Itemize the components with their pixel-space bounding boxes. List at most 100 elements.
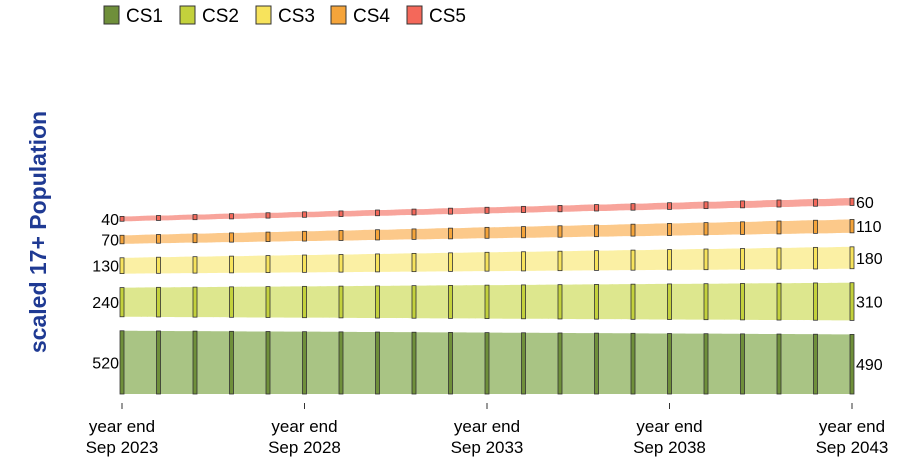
flow-cs3-2034-2035 — [525, 251, 558, 271]
flow-cs5-2023-2024 — [124, 215, 157, 222]
node-cs1-2038 — [667, 333, 672, 395]
flow-cs5-2035-2036 — [562, 204, 595, 212]
node-cs1-2041 — [776, 333, 782, 395]
node-cs4-2040 — [740, 221, 745, 235]
start-label-cs1: 520 — [92, 355, 119, 372]
flows-layer — [124, 198, 850, 394]
flow-cs2-2025-2026 — [197, 286, 230, 318]
flow-cs2-2028-2029 — [306, 286, 339, 318]
node-cs3-2038 — [667, 249, 672, 271]
node-cs3-2031 — [411, 252, 417, 273]
flow-cs4-2034-2035 — [525, 225, 558, 238]
flow-cs2-2037-2038 — [635, 283, 668, 320]
node-cs1-2033 — [484, 332, 490, 395]
node-cs2-2030 — [375, 285, 380, 319]
legend-label-cs5: CS5 — [429, 6, 466, 27]
flow-cs2-2024-2025 — [160, 287, 193, 318]
flow-cs4-2040-2041 — [744, 221, 777, 235]
flow-cs4-2041-2042 — [781, 220, 814, 234]
flow-cs3-2024-2025 — [160, 256, 193, 274]
flow-cs2-2039-2040 — [708, 283, 741, 320]
legend-item-cs4: CS4 — [330, 5, 390, 27]
node-cs4-2033 — [484, 226, 490, 239]
node-cs2-2025 — [192, 286, 198, 318]
flow-cs3-2037-2038 — [635, 249, 668, 271]
legend-item-cs3: CS3 — [255, 5, 315, 27]
flow-cs3-2028-2029 — [306, 254, 339, 273]
node-cs1-2039 — [703, 333, 709, 395]
node-cs3-2025 — [192, 256, 198, 274]
node-cs1-2032 — [448, 332, 453, 395]
flow-cs2-2038-2039 — [671, 283, 704, 320]
flow-cs4-2039-2040 — [708, 221, 741, 236]
node-cs2-2023 — [119, 287, 125, 318]
flow-cs2-2034-2035 — [525, 284, 558, 319]
flow-cs3-2033-2034 — [489, 251, 522, 272]
value-labels-layer: 520 490 240 310 130 180 70 110 40 60 — [92, 195, 883, 374]
node-cs2-2034 — [521, 284, 526, 320]
flow-cs3-2030-2031 — [379, 253, 412, 272]
node-cs5-2038 — [667, 202, 672, 210]
flow-cs4-2042-2043 — [817, 219, 850, 234]
flow-cs4-2029-2030 — [343, 229, 376, 241]
legend-swatch-cs5 — [406, 5, 423, 25]
node-cs3-2024 — [156, 256, 161, 274]
flow-cs2-2040-2041 — [744, 283, 777, 321]
node-cs3-2027 — [265, 255, 271, 274]
flow-cs5-2024-2025 — [160, 214, 193, 221]
flow-cs2-2035-2036 — [562, 284, 595, 320]
legend-label-cs2: CS2 — [202, 6, 239, 27]
node-cs5-2034 — [521, 205, 526, 213]
flow-cs1-2025-2026 — [197, 331, 230, 394]
flow-cs1-2037-2038 — [635, 333, 668, 394]
node-cs3-2032 — [448, 252, 453, 272]
node-cs5-2028 — [302, 211, 307, 218]
flow-cs4-2032-2033 — [452, 227, 485, 239]
flow-cs2-2026-2027 — [233, 286, 266, 318]
node-cs1-2025 — [192, 330, 198, 395]
flow-cs5-2039-2040 — [708, 200, 741, 209]
flow-cs2-2023-2024 — [124, 287, 157, 317]
node-cs1-2024 — [156, 330, 161, 395]
x-tick-label-4: year end Sep 2043 — [816, 417, 889, 457]
node-cs2-2028 — [302, 285, 307, 319]
node-cs5-2043 — [849, 197, 855, 206]
flow-cs5-2034-2035 — [525, 205, 558, 213]
node-cs5-2032 — [448, 207, 453, 215]
node-cs4-2034 — [521, 226, 526, 239]
node-cs2-2036 — [594, 284, 599, 320]
flow-cs3-2032-2033 — [452, 252, 485, 272]
flow-cs1-2034-2035 — [525, 332, 558, 394]
node-cs5-2031 — [411, 208, 417, 216]
x-tick-label-2: year end Sep 2033 — [451, 417, 524, 457]
flow-cs1-2029-2030 — [343, 331, 376, 394]
flow-cs3-2027-2028 — [270, 255, 303, 273]
flow-cs4-2037-2038 — [635, 223, 668, 237]
node-cs4-2025 — [192, 233, 198, 244]
node-cs4-2026 — [229, 232, 234, 243]
node-cs1-2031 — [411, 331, 417, 395]
node-cs3-2028 — [302, 254, 307, 273]
node-cs2-2035 — [557, 284, 563, 320]
flow-cs1-2038-2039 — [671, 333, 704, 394]
node-cs4-2036 — [594, 224, 599, 238]
flow-cs1-2035-2036 — [562, 332, 595, 394]
end-label-cs3: 180 — [856, 251, 883, 268]
x-tick-label-1: year end Sep 2028 — [268, 417, 341, 457]
flow-cs2-2031-2032 — [416, 285, 449, 319]
flow-cs2-2032-2033 — [452, 285, 485, 319]
node-cs1-2023 — [119, 330, 125, 395]
node-cs1-2029 — [338, 331, 344, 395]
node-cs3-2029 — [338, 254, 344, 273]
node-cs5-2024 — [156, 215, 161, 221]
flow-cs3-2029-2030 — [343, 253, 376, 273]
flow-cs5-2033-2034 — [489, 206, 522, 214]
node-cs5-2037 — [630, 203, 636, 211]
node-cs2-2027 — [265, 286, 271, 318]
flow-cs4-2038-2039 — [671, 222, 704, 236]
flow-cs4-2030-2031 — [379, 228, 412, 240]
flow-cs3-2038-2039 — [671, 249, 704, 270]
node-cs3-2040 — [740, 248, 745, 270]
flow-cs5-2028-2029 — [306, 210, 339, 218]
flow-cs3-2025-2026 — [197, 256, 230, 274]
